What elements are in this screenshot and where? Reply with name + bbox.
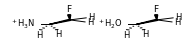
Text: H: H	[142, 30, 149, 39]
Polygon shape	[136, 20, 158, 24]
Polygon shape	[155, 15, 158, 20]
Text: F: F	[67, 5, 72, 14]
Text: $^+$H$_3$N: $^+$H$_3$N	[10, 18, 35, 31]
Text: $^+$H$_2$O: $^+$H$_2$O	[97, 18, 123, 31]
Text: H: H	[175, 13, 181, 22]
Text: H: H	[88, 13, 94, 22]
Text: H: H	[123, 31, 129, 40]
Polygon shape	[49, 20, 71, 24]
Text: F: F	[153, 5, 159, 14]
Polygon shape	[68, 15, 71, 20]
Text: H: H	[55, 30, 62, 39]
Text: H: H	[36, 31, 42, 40]
Text: H: H	[174, 18, 180, 27]
Text: H: H	[87, 18, 93, 27]
